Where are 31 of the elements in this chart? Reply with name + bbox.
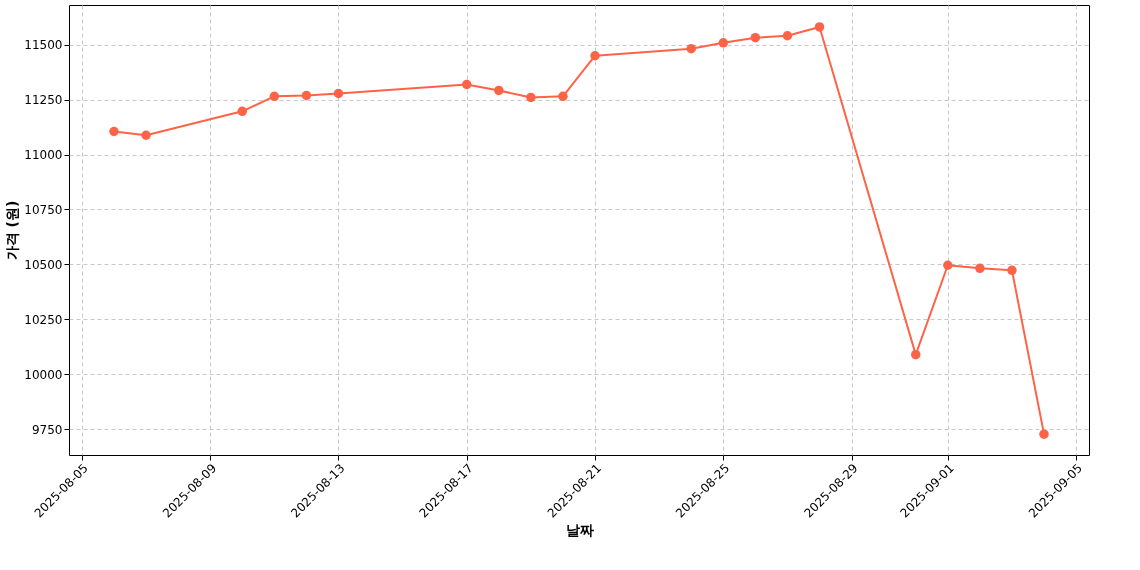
point <box>141 130 151 140</box>
y-tick-label: 10750 <box>24 202 63 217</box>
y-tick-label: 9750 <box>31 422 63 437</box>
point <box>1007 265 1017 276</box>
point <box>526 92 536 103</box>
point <box>269 91 280 102</box>
y-tick-label: 10250 <box>24 312 63 327</box>
point <box>109 126 119 137</box>
y-tick-label: 10500 <box>24 257 63 272</box>
y-tick-label: 11250 <box>24 93 63 108</box>
point <box>814 22 825 32</box>
point <box>910 349 921 360</box>
point <box>943 260 953 270</box>
x-axis-title: 날짜 <box>565 521 594 538</box>
y-axis-title: 가격 (원) <box>4 200 21 261</box>
point <box>782 31 793 41</box>
point <box>975 263 985 274</box>
point <box>590 51 600 61</box>
y-tick-label: 11000 <box>24 148 63 163</box>
point <box>750 32 761 43</box>
point <box>718 38 729 48</box>
point <box>558 91 568 102</box>
point <box>301 90 312 101</box>
point <box>333 88 344 99</box>
y-tick-label: 10000 <box>24 367 63 382</box>
point <box>1039 429 1049 439</box>
point <box>686 43 696 54</box>
point <box>462 79 472 90</box>
point <box>494 85 504 96</box>
point <box>237 106 248 117</box>
y-tick-label: 11500 <box>24 38 63 53</box>
